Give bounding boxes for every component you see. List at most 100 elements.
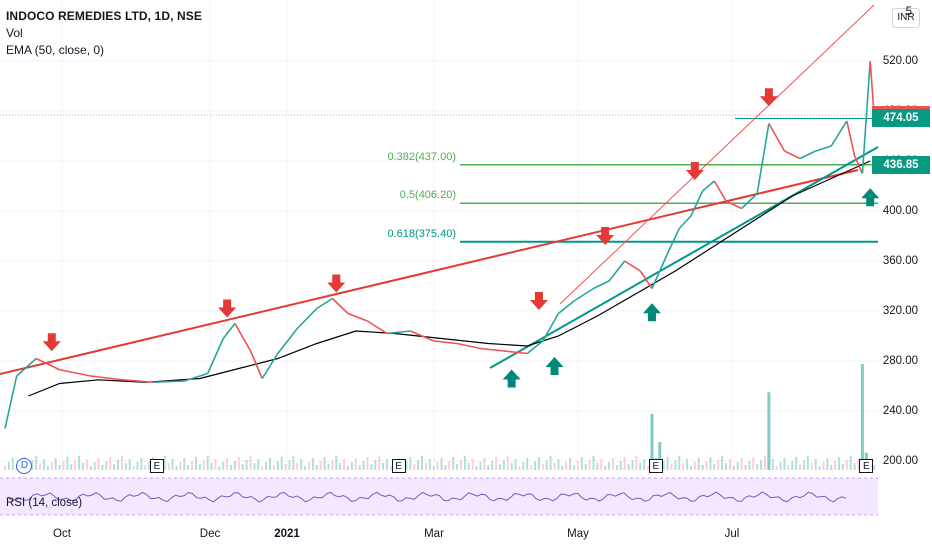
volume-bar — [565, 462, 568, 470]
volume-bar — [643, 459, 646, 470]
volume-bar — [214, 459, 217, 470]
volume-bar — [311, 458, 314, 470]
volume-bar — [459, 460, 462, 470]
volume-bar — [799, 464, 802, 470]
volume-bar — [584, 464, 587, 470]
price-segment — [121, 378, 154, 384]
volume-bar — [647, 466, 650, 470]
volume-bar — [42, 459, 45, 470]
volume-bar — [58, 465, 61, 470]
volume-bar — [136, 462, 139, 470]
volume-bar — [705, 461, 708, 470]
volume-bar — [405, 461, 408, 470]
price-segment — [410, 330, 435, 342]
price-segment — [16, 357, 37, 377]
volume-bar — [853, 463, 856, 470]
y-tick-label: 240.00 — [882, 405, 918, 417]
volume-bar — [526, 458, 529, 470]
volume-bar — [191, 461, 194, 470]
volume-bar — [50, 462, 53, 470]
volume-bar — [300, 459, 303, 470]
volume-bar — [818, 466, 821, 470]
volume-bar — [557, 459, 560, 470]
volume-bar — [569, 458, 572, 470]
volume-bar — [448, 461, 451, 470]
volume-bar — [779, 462, 782, 470]
volume-bar — [93, 462, 96, 470]
volume-bar — [576, 461, 579, 470]
y-tick-label: 400.00 — [882, 205, 918, 217]
volume-bar — [873, 465, 876, 470]
signal-arrows — [42, 88, 880, 388]
price-segment — [261, 353, 279, 379]
volume-bar — [4, 466, 6, 470]
price-segment — [651, 253, 669, 289]
price-segment — [784, 150, 801, 160]
volume-bar — [187, 465, 190, 470]
volume-bar — [206, 456, 209, 470]
ema-line-path — [28, 160, 871, 397]
volume-bar — [210, 463, 213, 470]
volume-bar — [89, 466, 92, 470]
volume-bar — [366, 457, 369, 470]
price-segment — [690, 190, 704, 217]
chart-legend: INDOCO REMEDIES LTD, 1D, NSE Vol EMA (50… — [6, 8, 202, 59]
y-tick-label: 320.00 — [882, 305, 918, 317]
price-segment — [815, 145, 832, 152]
price-segment — [277, 328, 298, 354]
ema-indicator-label[interactable]: EMA (50, close, 0) — [6, 43, 105, 57]
buy-arrow — [861, 188, 880, 207]
volume-bar — [97, 458, 100, 470]
currency-button[interactable]: INR — [892, 8, 920, 28]
volume-bar — [144, 465, 147, 470]
volume-bar — [760, 460, 763, 470]
volume-bar — [592, 456, 595, 470]
sell-arrow — [529, 292, 548, 310]
volume-bar — [506, 456, 509, 470]
volume-bar — [323, 457, 326, 470]
volume-bar — [120, 456, 123, 470]
price-segment — [386, 330, 411, 335]
volume-bar — [740, 458, 743, 470]
vol-indicator-label[interactable]: Vol — [6, 26, 23, 40]
volume-bar — [596, 463, 599, 470]
x-tick-label: May — [567, 528, 589, 540]
volume-bar — [627, 464, 630, 470]
volume-bar — [732, 466, 735, 470]
volume-bar — [608, 462, 611, 470]
volume-bar — [693, 462, 696, 470]
symbol-title[interactable]: INDOCO REMEDIES LTD, 1D, NSE — [6, 9, 202, 23]
volume-bar — [117, 460, 120, 470]
volume-bar — [85, 459, 88, 470]
price-segment — [756, 123, 770, 194]
volume-bar — [662, 461, 665, 470]
price-segment — [741, 192, 758, 210]
rsi-indicator-label[interactable]: RSI (14, close) — [6, 497, 83, 509]
x-tick-label: Jul — [724, 528, 740, 540]
price-segment — [846, 120, 856, 157]
volume-bar — [463, 456, 466, 470]
price-segment — [713, 180, 727, 202]
volume-bar — [522, 462, 525, 470]
volume-bar — [725, 463, 728, 470]
volume-bar — [436, 462, 439, 470]
volume-bar — [245, 460, 248, 470]
rsi-band — [0, 478, 878, 515]
volume-bar — [327, 464, 330, 470]
volume-bar — [467, 463, 470, 470]
price-tag: 474.05 — [872, 109, 930, 128]
volume-spike — [650, 413, 654, 470]
trendline-support — [489, 146, 879, 369]
trendline-main — [0, 169, 859, 375]
volume-bar — [222, 462, 225, 470]
x-tick-label: Oct — [53, 528, 71, 540]
volume-bar — [580, 457, 583, 470]
volume-bar — [304, 466, 307, 470]
buy-arrow — [502, 369, 521, 388]
volume-bar — [514, 459, 517, 470]
volume-bar — [78, 456, 81, 470]
volume-bar — [163, 456, 166, 470]
volume-bar — [428, 459, 431, 470]
price-segment — [206, 338, 224, 374]
